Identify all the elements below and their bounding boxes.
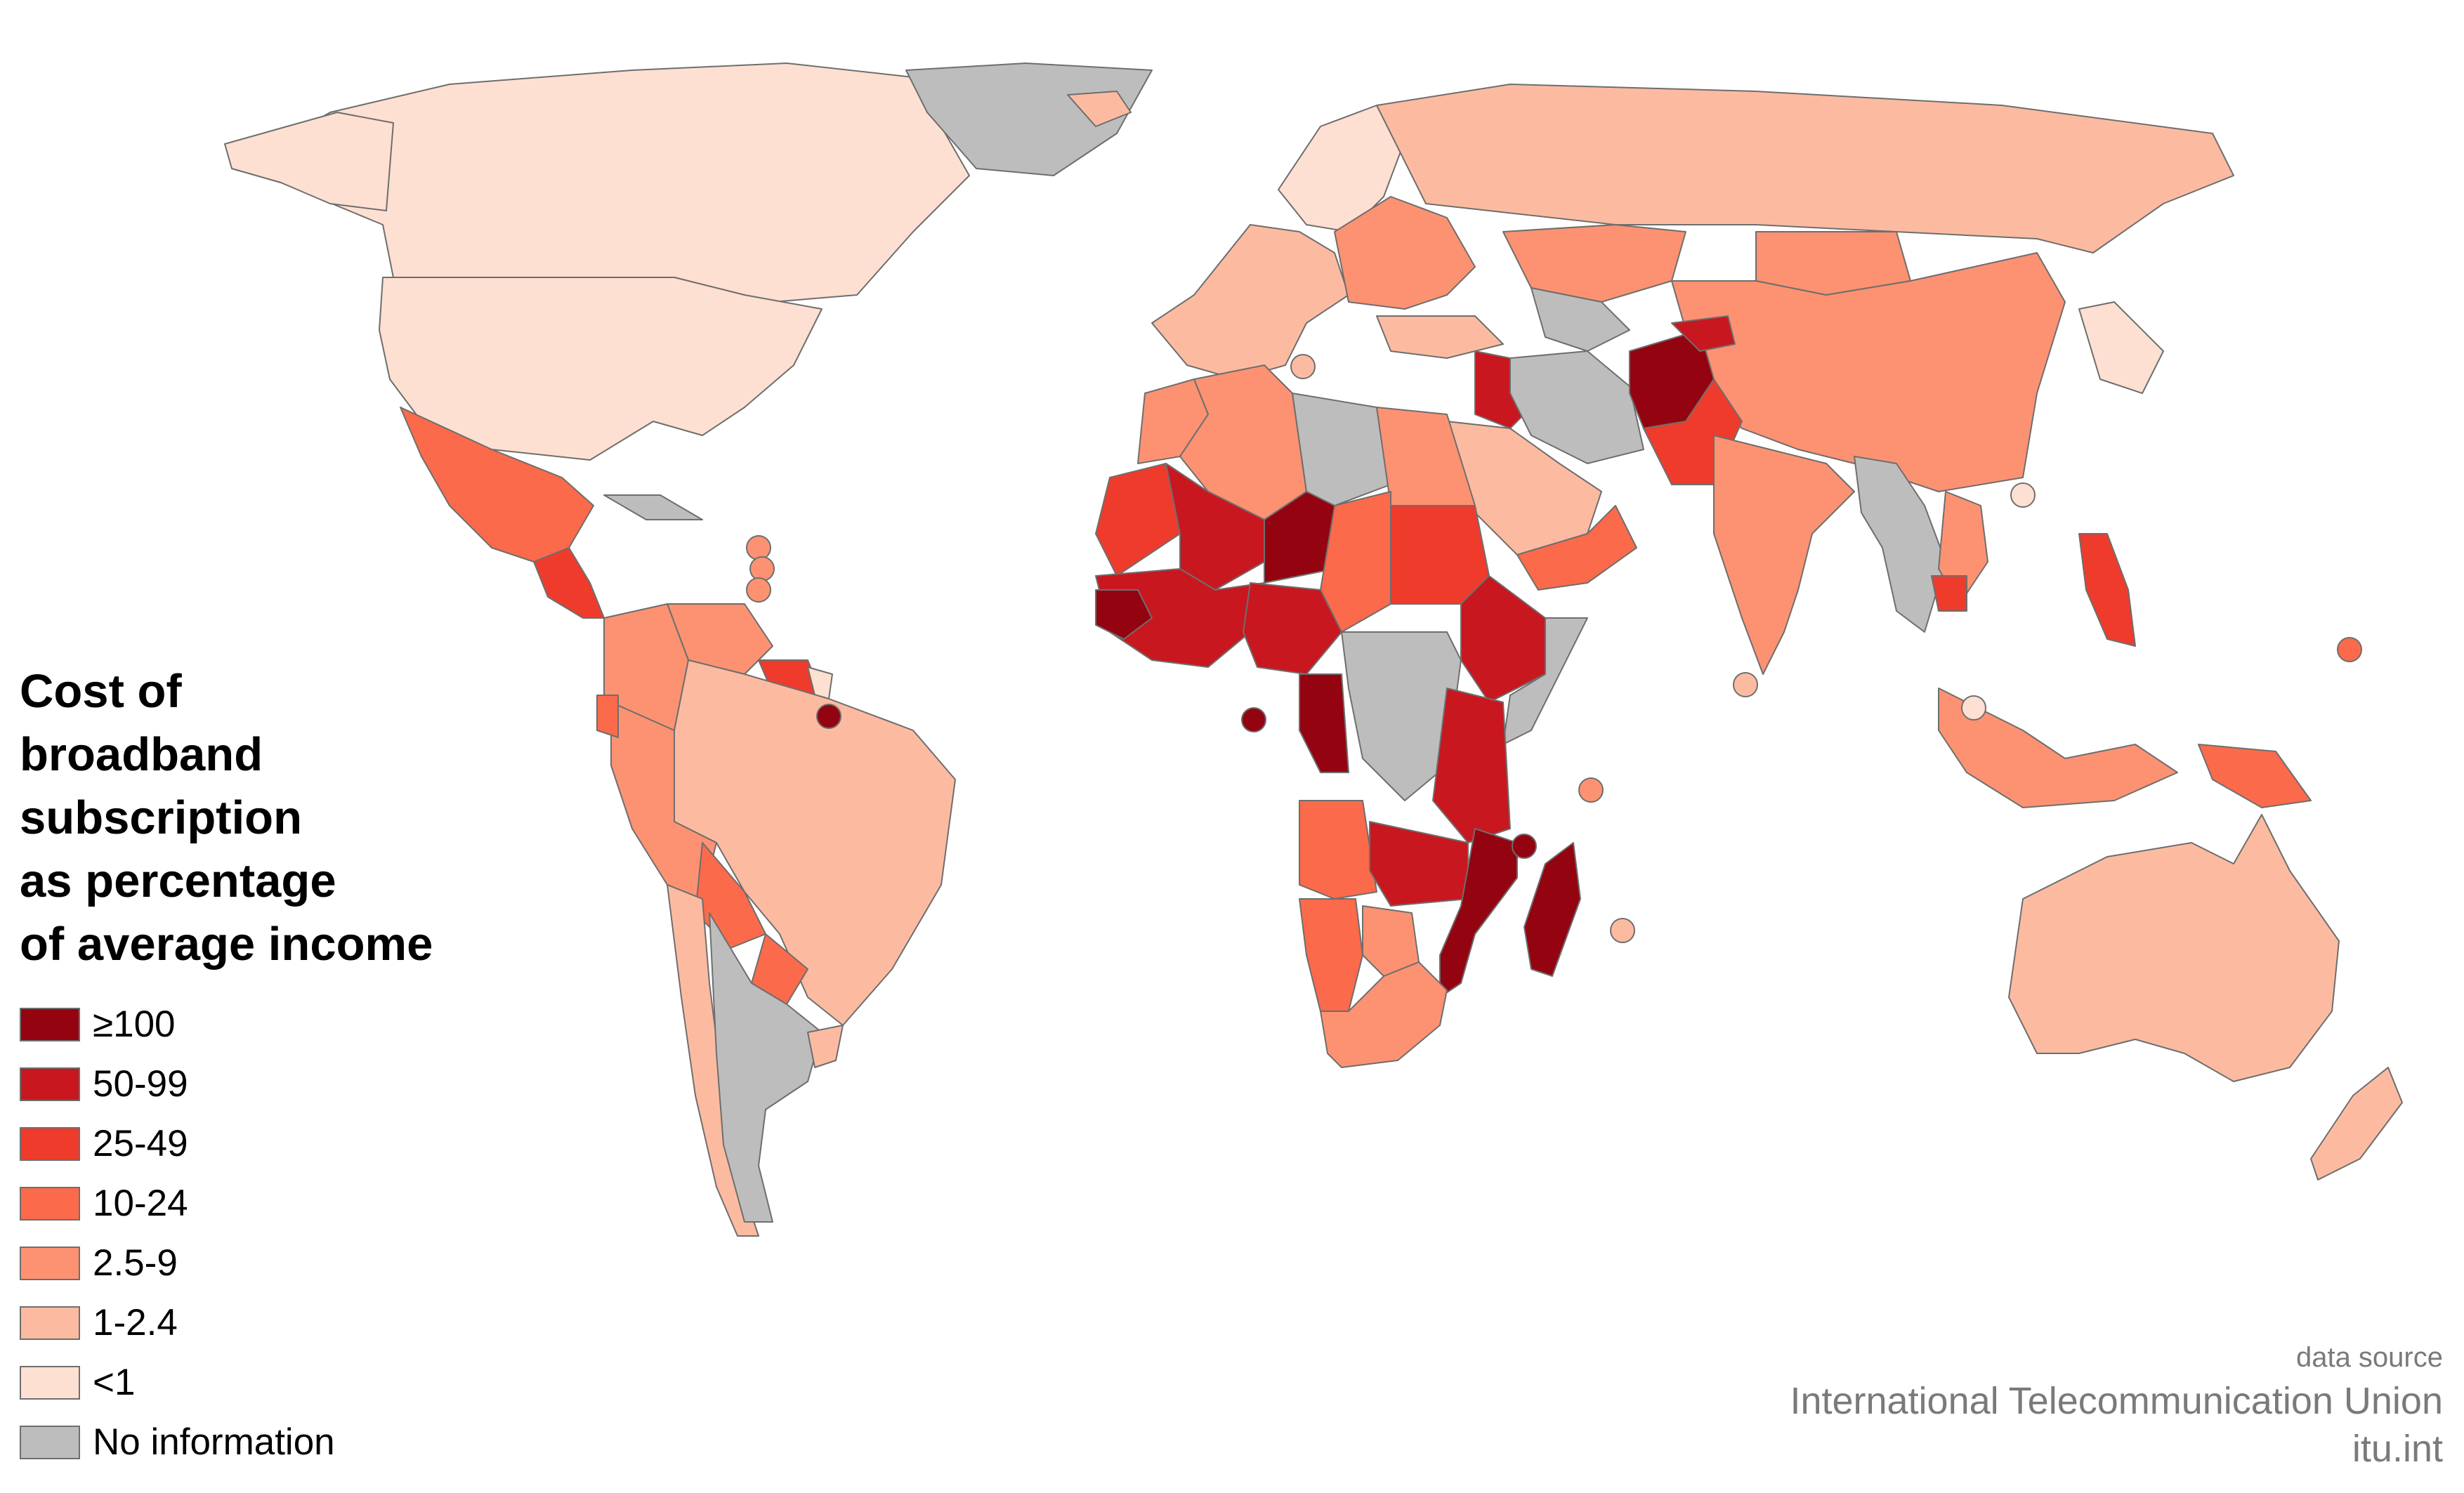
region-congo [1299,673,1349,773]
region-ecuador [596,695,619,738]
region-tajikistan [1671,315,1736,352]
region-alaska [224,112,394,211]
legend-title-line: of average income [20,918,433,971]
region-indonesia [1938,688,2178,808]
region-greenland [905,63,1153,176]
legend-swatch [20,1365,80,1400]
micronesia-dot [2337,637,2362,662]
region-arabia [1446,421,1602,555]
region-india [1713,435,1855,675]
region-central-africa [1341,631,1462,801]
legend-item: 10-24 [20,1173,553,1233]
legend-label: 2.5-9 [93,1242,178,1284]
legend-item: 1-2.4 [20,1293,553,1353]
region-angola [1299,800,1377,900]
region-uruguay [807,1025,844,1068]
legend-swatch [20,1186,80,1221]
legend-label: 50-99 [93,1063,188,1105]
region-chad [1320,491,1391,633]
legend-title-line: broadband [20,728,263,781]
region-libya [1292,393,1391,506]
region-papua [2198,744,2312,808]
caribbean-dot [749,556,775,581]
legend-swatch [20,1067,80,1101]
seychelles-dot [1578,777,1604,803]
legend-swatch [20,1007,80,1041]
legend-items: ≥100 50-99 25-49 10-24 2.5-9 1-2.4 <1 N [20,994,553,1472]
legend-swatch [20,1246,80,1280]
region-iraq [1474,350,1532,429]
legend-swatch [20,1425,80,1459]
region-iran [1509,350,1644,464]
region-russia [1376,84,2234,254]
comoros-dot [1512,834,1537,859]
sao-tome-dot [1241,707,1266,732]
region-western-europe [1151,224,1349,380]
data-source: data source International Telecommunicat… [1790,1338,2443,1473]
region-australia [2008,814,2340,1082]
caribbean-dot [746,535,771,560]
region-madagascar [1523,842,1581,977]
region-sudan [1390,505,1490,605]
region-mauritania [1095,463,1181,577]
region-zambia [1369,821,1469,907]
region-philippines [2078,533,2136,647]
legend-item: ≥100 [20,994,553,1054]
legend-swatch [20,1126,80,1161]
region-egypt [1376,407,1476,506]
source-organization: International Telecommunication Union [1790,1380,2443,1422]
region-cuba [603,494,703,520]
legend-swatch [20,1305,80,1340]
region-yemen-oman [1516,505,1637,591]
region-turkey [1376,315,1504,359]
region-myanmar-thailand [1854,456,1946,633]
legend-title: Cost of broadband subscription as percen… [20,660,553,976]
legend-title-line: as percentage [20,855,336,907]
legend-item: 2.5-9 [20,1233,553,1293]
legend-item: <1 [20,1353,553,1412]
legend-label: 1-2.4 [93,1302,178,1343]
legend-title-line: subscription [20,791,303,844]
region-central-america [533,547,605,619]
region-korea-japan [2078,301,2164,394]
region-eastern-europe [1334,196,1476,310]
region-kazakhstan [1502,224,1686,303]
region-namibia [1299,898,1363,1012]
region-cambodia [1931,575,1967,612]
legend-item: 50-99 [20,1054,553,1114]
region-south-africa [1320,961,1448,1068]
hong-kong-dot [2010,482,2036,508]
suriname-dot [816,704,841,729]
legend-item: No information [20,1412,553,1472]
region-central-asia [1531,287,1630,352]
region-east-africa [1432,688,1511,843]
legend-title-line: Cost of [20,665,182,718]
region-canada [231,63,970,303]
mauritius-dot [1610,918,1635,943]
legend-label: No information [93,1421,335,1463]
caribbean-dot [746,577,771,603]
maldives-dot [1733,672,1758,697]
region-scandinavia [1278,105,1405,232]
small-state-markers [746,354,2362,943]
region-guinea [1095,589,1153,640]
countries-layer [224,63,2403,1237]
legend-label: ≥100 [93,1004,176,1045]
legend-item: 25-49 [20,1114,553,1173]
region-mali [1165,463,1265,591]
map-legend: Cost of broadband subscription as percen… [20,660,553,1472]
source-url: itu.int [2352,1428,2443,1470]
source-caption: data source [2295,1342,2443,1373]
singapore-dot [1961,695,1986,721]
legend-label: <1 [93,1362,136,1403]
legend-label: 10-24 [93,1183,188,1224]
legend-label: 25-49 [93,1123,188,1164]
region-usa [379,277,823,461]
region-new-zealand [2310,1067,2403,1180]
region-argentina [709,912,823,1223]
region-chile [667,884,759,1237]
malta-dot [1290,354,1316,379]
region-iceland [1067,91,1132,127]
